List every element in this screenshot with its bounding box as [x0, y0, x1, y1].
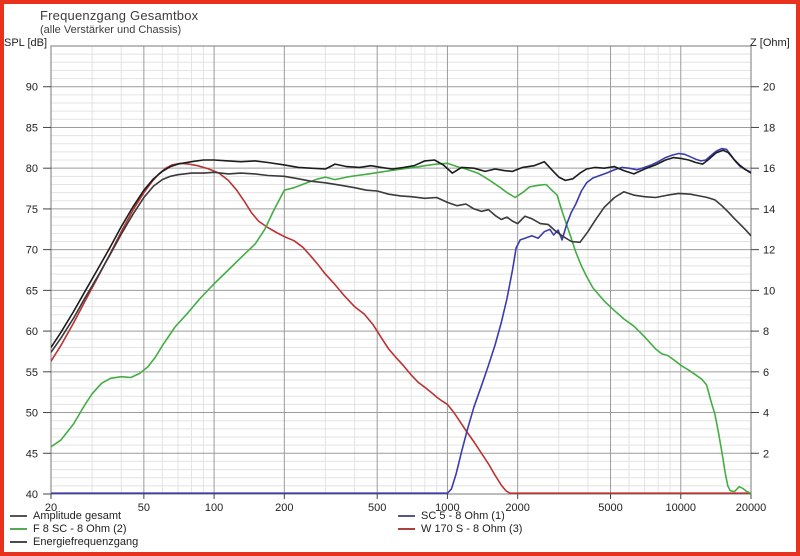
x-axis-tick-label: 100: [205, 502, 223, 514]
y-right-tick-label: 18: [763, 122, 775, 134]
y-left-tick-label: 60: [26, 326, 38, 338]
x-axis-tick-label: 200: [275, 502, 293, 514]
y-left-tick-label: 65: [26, 285, 38, 297]
y-left-tick-label: 45: [26, 448, 38, 460]
legend-item-f8sc: F 8 SC - 8 Ohm (2): [10, 522, 138, 535]
x-axis-tick-label: 1000: [435, 502, 459, 514]
legend-label: SC 5 - 8 Ohm (1): [421, 509, 505, 522]
x-axis-tick-label: 20: [45, 502, 57, 514]
y-left-tick-label: 50: [26, 408, 38, 420]
y-right-tick-label: 8: [763, 326, 769, 338]
legend-item-sc5: SC 5 - 8 Ohm (1): [398, 509, 522, 522]
plot-area-border: [50, 45, 752, 495]
legend-item-amplitude-gesamt: Amplitude gesamt: [10, 509, 138, 522]
y-right-tick-label: 16: [763, 163, 775, 175]
chart-subtitle: (alle Verstärker und Chassis): [40, 24, 182, 36]
x-axis-tick-label: 10000: [665, 502, 696, 514]
x-axis-tick-label: 50: [138, 502, 150, 514]
x-axis-tick-label: 2000: [505, 502, 529, 514]
series-w-170-s-8-ohm-3: [51, 162, 751, 494]
y-left-tick-label: 55: [26, 367, 38, 379]
y-left-tick-label: 85: [26, 122, 38, 134]
y-right-tick-label: 10: [763, 285, 775, 297]
legend-item-energiefrequenzgang: Energiefrequenzgang: [10, 535, 138, 548]
y-right-tick-label: 12: [763, 245, 775, 257]
y-right-tick-label: 2: [763, 448, 769, 460]
x-axis-tick-label: 5000: [598, 502, 622, 514]
y-right-tick-label: 4: [763, 408, 769, 420]
series-sc-5-8-ohm-1: [51, 147, 751, 494]
chart-title: Frequenzgang Gesamtbox: [40, 8, 199, 23]
y-right-tick-label: 14: [763, 204, 775, 216]
legend-line-amplitude: [10, 514, 27, 517]
legend-line-sc5: [398, 514, 415, 517]
y-left-tick-label: 90: [26, 82, 38, 94]
y-axis-right-label: Z [Ohm]: [750, 37, 790, 49]
legend-label: F 8 SC - 8 Ohm (2): [33, 522, 127, 535]
frequency-response-chart: 40 45 50 55 60 65 70 75 80 85 90 2 4 6 8 10 12 14 16 18 20 20…: [26, 45, 775, 514]
y-right-tick-label: 20: [763, 82, 775, 94]
legend-right-column: SC 5 - 8 Ohm (1) W 170 S - 8 Ohm (3): [398, 509, 522, 535]
legend-line-w170s: [398, 527, 415, 530]
series-amplitude-gesamt: [51, 149, 751, 348]
y-left-tick-label: 80: [26, 163, 38, 175]
legend-line-f8sc: [10, 527, 27, 530]
legend-label: W 170 S - 8 Ohm (3): [421, 522, 523, 535]
series-f-8-sc-8-ohm-2: [51, 162, 751, 494]
legend-label: Amplitude gesamt: [33, 509, 122, 522]
legend-label: Energiefrequenzgang: [33, 535, 139, 548]
y-right-tick-label: 6: [763, 367, 769, 379]
legend-left-column: Amplitude gesamt F 8 SC - 8 Ohm (2) Ener…: [10, 509, 138, 548]
y-axis-left-label: SPL [dB]: [4, 37, 48, 49]
y-left-tick-label: 75: [26, 204, 38, 216]
legend-line-energie: [10, 540, 27, 543]
x-axis-tick-label: 500: [368, 502, 386, 514]
series-energiefrequenzgang: [51, 171, 751, 353]
legend-item-w170s: W 170 S - 8 Ohm (3): [398, 522, 522, 535]
y-left-tick-label: 40: [26, 489, 38, 501]
y-left-tick-label: 70: [26, 245, 38, 257]
x-axis-tick-label: 20000: [736, 502, 767, 514]
